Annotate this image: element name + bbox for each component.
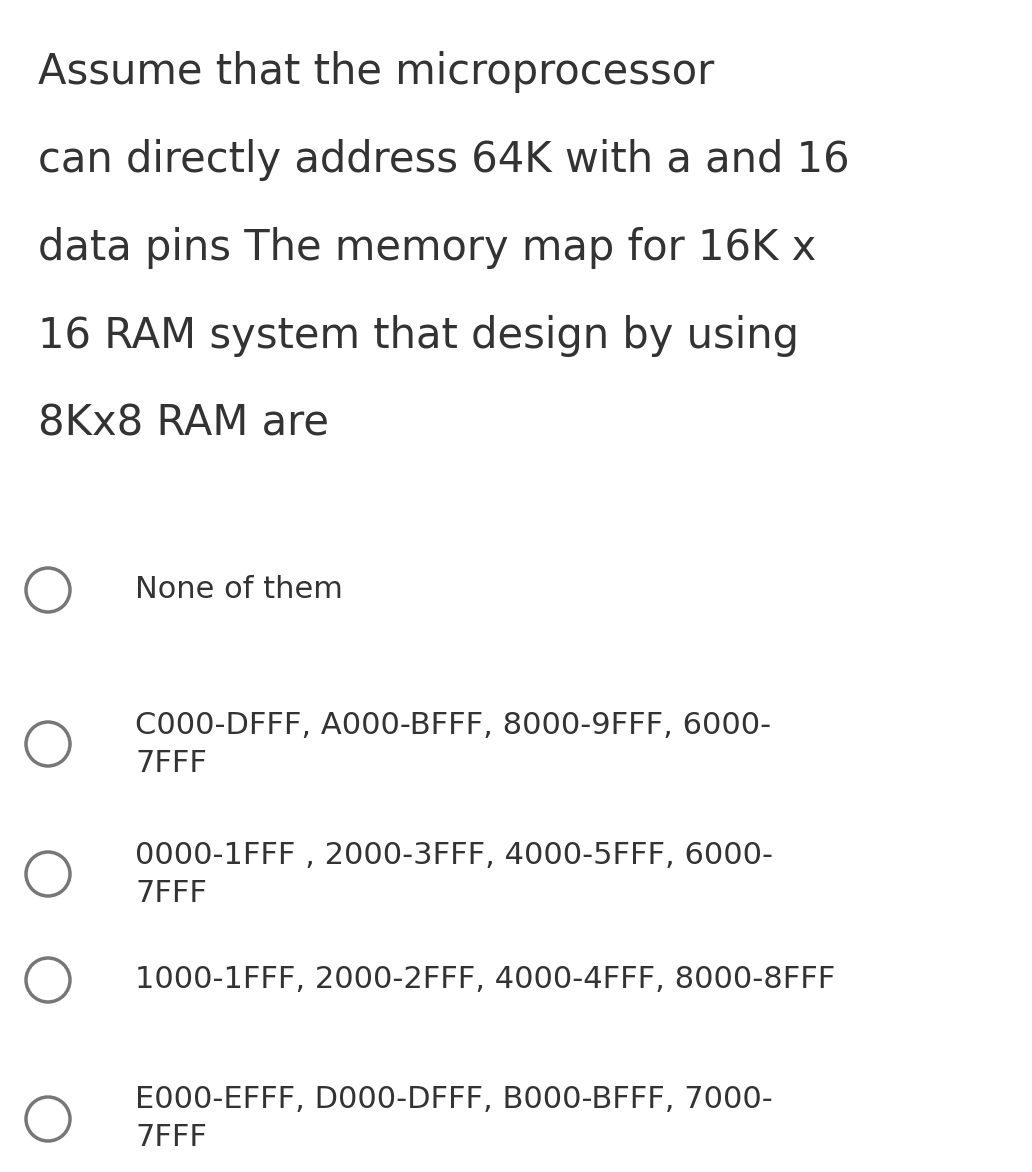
Text: can directly address 64K with a and 16: can directly address 64K with a and 16 [38, 139, 849, 180]
Text: 8Kx8 RAM are: 8Kx8 RAM are [38, 403, 329, 445]
Text: data pins The memory map for 16K x: data pins The memory map for 16K x [38, 227, 816, 270]
Text: C000-DFFF, A000-BFFF, 8000-9FFF, 6000-: C000-DFFF, A000-BFFF, 8000-9FFF, 6000- [135, 710, 771, 740]
Text: 7FFF: 7FFF [135, 1124, 206, 1152]
Text: 7FFF: 7FFF [135, 879, 206, 907]
Text: 1000-1FFF, 2000-2FFF, 4000-4FFF, 8000-8FFF: 1000-1FFF, 2000-2FFF, 4000-4FFF, 8000-8F… [135, 966, 835, 995]
Text: 0000-1FFF , 2000-3FFF, 4000-5FFF, 6000-: 0000-1FFF , 2000-3FFF, 4000-5FFF, 6000- [135, 840, 773, 870]
Text: Assume that the microprocessor: Assume that the microprocessor [38, 52, 714, 93]
Text: None of them: None of them [135, 575, 343, 605]
Text: 16 RAM system that design by using: 16 RAM system that design by using [38, 315, 799, 357]
Text: 7FFF: 7FFF [135, 749, 206, 777]
Text: E000-EFFF, D000-DFFF, B000-BFFF, 7000-: E000-EFFF, D000-DFFF, B000-BFFF, 7000- [135, 1085, 773, 1115]
